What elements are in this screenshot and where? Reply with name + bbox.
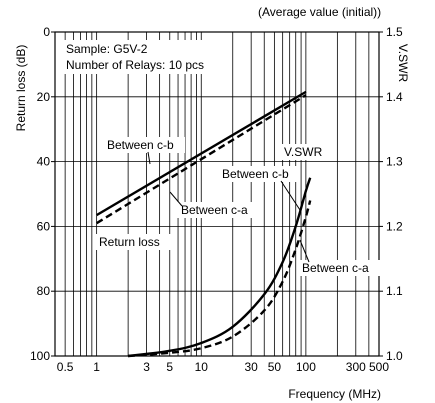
y-left-tick-labels: 0 20 40 60 80 100 xyxy=(30,25,50,363)
annotation-rl-between-ca: Between c-a xyxy=(181,203,248,217)
label-bg xyxy=(298,260,380,276)
series-line-v-swr-between-c-b xyxy=(127,177,312,358)
series-line-return-loss-between-c-a xyxy=(95,94,307,225)
y-left-tick-label: 0 xyxy=(43,25,50,39)
plot-frame xyxy=(54,31,380,357)
y-right-axis-label: V.SWR xyxy=(396,44,410,83)
legend-box-bg xyxy=(62,40,222,74)
series-line-return-loss-between-c-b xyxy=(95,90,307,217)
x-tick-label: 10 xyxy=(195,360,209,374)
label-bg xyxy=(218,166,300,182)
annotation-rl-between-cb: Between c-b xyxy=(107,138,174,152)
leader-line xyxy=(147,151,151,165)
label-bg xyxy=(103,137,185,153)
y-right-tick-label: 1.0 xyxy=(386,349,403,363)
leader-line xyxy=(280,180,301,211)
leader-line xyxy=(299,239,310,263)
annotation-vswr-between-ca: Between c-a xyxy=(302,261,369,275)
x-tick-labels: 0.5 1 3 5 10 30 50 100 300 500 xyxy=(57,360,390,374)
annotation-vswr: V.SWR xyxy=(284,145,323,159)
x-tick-label: 300 xyxy=(346,360,366,374)
y-left-tick-label: 100 xyxy=(30,349,50,363)
y-right-tick-labels: 1.5 1.4 1.3 1.2 1.1 1.0 xyxy=(386,25,403,363)
x-tick-label: 500 xyxy=(369,360,389,374)
y-left-tick-label: 40 xyxy=(37,155,51,169)
x-tick-label: 100 xyxy=(296,360,316,374)
y-right-tick-label: 1.5 xyxy=(386,25,403,39)
y-left-tick-label: 20 xyxy=(37,90,51,104)
x-tick-label: 0.5 xyxy=(57,360,74,374)
label-bg xyxy=(95,234,173,250)
grid xyxy=(51,31,383,357)
y-left-axis-label: Return loss (dB) xyxy=(14,45,28,132)
header-note: (Average value (initial)) xyxy=(258,5,381,19)
y-right-tick-label: 1.4 xyxy=(386,90,403,104)
relays-label: Number of Relays: 10 pcs xyxy=(66,58,204,72)
y-left-tick-label: 80 xyxy=(37,284,51,298)
y-right-tick-label: 1.2 xyxy=(386,219,403,233)
x-tick-label: 5 xyxy=(166,360,173,374)
annotation-vswr-between-cb: Between c-b xyxy=(222,167,289,181)
series-lines xyxy=(95,90,312,358)
y-right-tick-label: 1.3 xyxy=(386,155,403,169)
label-bg xyxy=(177,202,259,218)
label-bg xyxy=(280,144,332,160)
leader-line xyxy=(169,191,183,207)
y-right-tick-label: 1.1 xyxy=(386,284,403,298)
sample-label: Sample: G5V-2 xyxy=(66,42,148,56)
annotation-return-loss: Return loss xyxy=(99,235,160,249)
x-tick-label: 1 xyxy=(93,360,100,374)
x-tick-label: 30 xyxy=(244,360,258,374)
x-tick-label: 50 xyxy=(268,360,282,374)
x-tick-label: 3 xyxy=(143,360,150,374)
series-line-v-swr-between-c-a xyxy=(128,200,312,358)
x-axis-label: Frequency (MHz) xyxy=(288,387,381,401)
y-left-tick-label: 60 xyxy=(37,219,51,233)
